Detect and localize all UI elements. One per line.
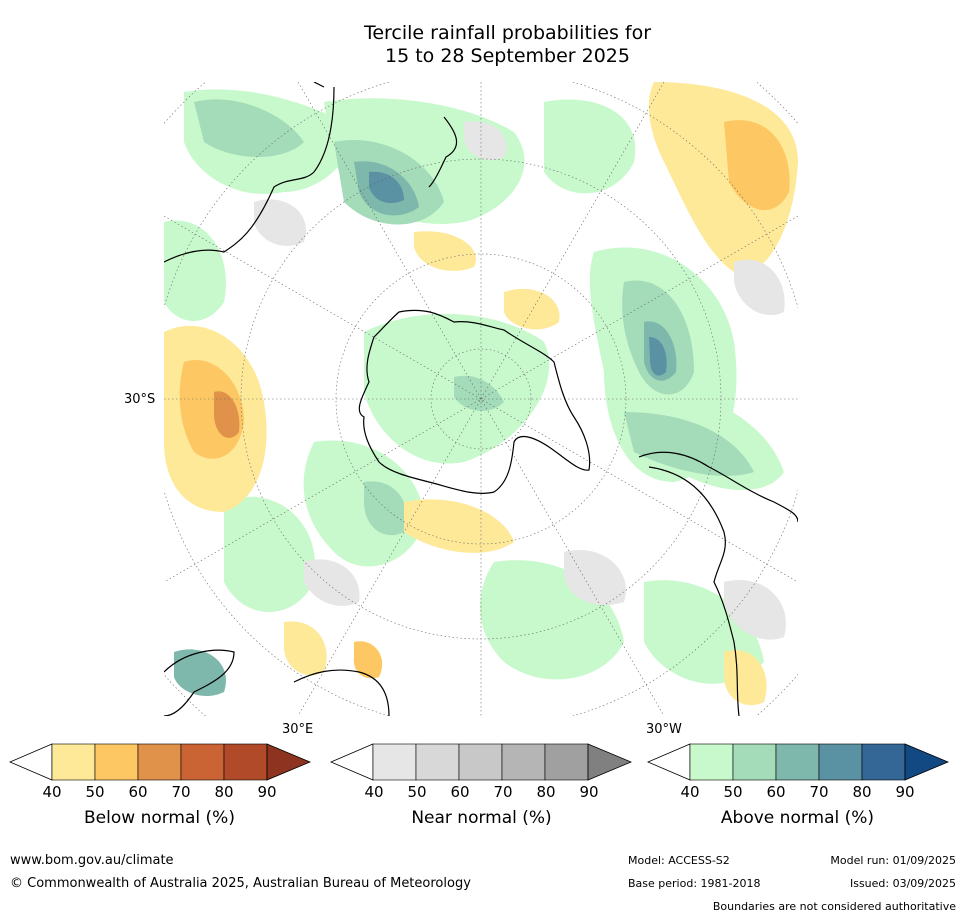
title-line-2: 15 to 28 September 2025 xyxy=(385,45,630,67)
colorbar-below-under-arrow xyxy=(9,743,53,781)
colorbar-near xyxy=(330,743,632,781)
lon-label-30e: 30°E xyxy=(282,722,314,737)
colorbar-below-over-arrow xyxy=(266,743,311,781)
colorbar-above-tick: 80 xyxy=(852,783,872,801)
colorbar-near-bin-3 xyxy=(458,743,503,781)
footer-model: Model: ACCESS-S2 xyxy=(628,854,730,867)
footer-disclaimer: Boundaries are not considered authoritat… xyxy=(712,900,956,913)
map-svg xyxy=(164,82,798,716)
colorbar-below-bin-5 xyxy=(223,743,268,781)
south-america-coastline xyxy=(638,451,798,716)
probability-map xyxy=(164,82,798,716)
colorbar-above-bin-4 xyxy=(818,743,863,781)
colorbar-below-tick: 90 xyxy=(257,783,277,801)
colorbar-above-under-arrow xyxy=(647,743,691,781)
australia-coastline xyxy=(164,82,335,263)
colorbar-near-tick: 90 xyxy=(579,783,599,801)
colorbar-above-bin-5 xyxy=(861,743,906,781)
colorbar-above xyxy=(647,743,949,781)
colorbar-below-tick: 70 xyxy=(171,783,191,801)
colorbar-below-bin-4 xyxy=(180,743,225,781)
chart-title: Tercile rainfall probabilities for 15 to… xyxy=(0,22,965,68)
probability-shading xyxy=(164,82,798,706)
footer-model-run: Model run: 01/09/2025 xyxy=(830,854,956,867)
colorbar-near-over-arrow xyxy=(587,743,632,781)
colorbar-below xyxy=(9,743,311,781)
colorbar-below-bin-3 xyxy=(137,743,182,781)
colorbar-above-label: Above normal (%) xyxy=(720,808,875,828)
colorbar-below-tick: 40 xyxy=(42,783,62,801)
colorbar-below-svg xyxy=(9,743,311,781)
footer-url: www.bom.gov.au/climate xyxy=(10,853,174,868)
africa-coastline xyxy=(164,649,390,716)
coastlines xyxy=(164,82,798,716)
colorbar-below-bin-1 xyxy=(51,743,96,781)
colorbar-above-bin-2 xyxy=(732,743,777,781)
colorbar-above-tick: 40 xyxy=(680,783,700,801)
colorbar-near-bin-5 xyxy=(544,743,589,781)
lon-label-30w: 30°W xyxy=(646,722,682,737)
colorbar-near-under-arrow xyxy=(330,743,374,781)
footer-base-period: Base period: 1981-2018 xyxy=(628,877,761,890)
colorbar-above-tick: 70 xyxy=(809,783,829,801)
colorbar-above-svg xyxy=(647,743,949,781)
colorbar-near-tick: 80 xyxy=(536,783,556,801)
colorbar-below-bin-2 xyxy=(94,743,139,781)
colorbar-near-bin-4 xyxy=(501,743,546,781)
colorbar-near-bin-2 xyxy=(415,743,460,781)
colorbar-near-svg xyxy=(330,743,632,781)
title-line-1: Tercile rainfall probabilities for xyxy=(363,22,652,44)
colorbar-near-tick: 50 xyxy=(407,783,427,801)
colorbar-near-bin-1 xyxy=(372,743,417,781)
colorbar-near-tick: 70 xyxy=(493,783,513,801)
colorbar-below-tick: 80 xyxy=(214,783,234,801)
antarctica-coastline xyxy=(358,309,591,494)
colorbar-above-tick: 50 xyxy=(723,783,743,801)
colorbar-above-bin-1 xyxy=(689,743,734,781)
colorbar-above-tick: 60 xyxy=(766,783,786,801)
colorbar-below-tick: 50 xyxy=(85,783,105,801)
colorbar-near-label: Near normal (%) xyxy=(411,808,552,828)
lat-label-30s: 30°S xyxy=(124,392,156,407)
colorbar-above-tick: 90 xyxy=(895,783,915,801)
footer-copyright: © Commonwealth of Australia 2025, Austra… xyxy=(10,876,471,891)
footer-issued: Issued: 03/09/2025 xyxy=(849,877,956,890)
colorbar-above-over-arrow xyxy=(904,743,949,781)
new-zealand-coastline xyxy=(428,116,458,188)
colorbar-near-tick: 60 xyxy=(450,783,470,801)
colorbar-below-tick: 60 xyxy=(128,783,148,801)
graticule xyxy=(164,82,798,716)
colorbar-near-tick: 40 xyxy=(364,783,384,801)
colorbar-below-label: Below normal (%) xyxy=(84,808,235,828)
colorbar-above-bin-3 xyxy=(775,743,820,781)
